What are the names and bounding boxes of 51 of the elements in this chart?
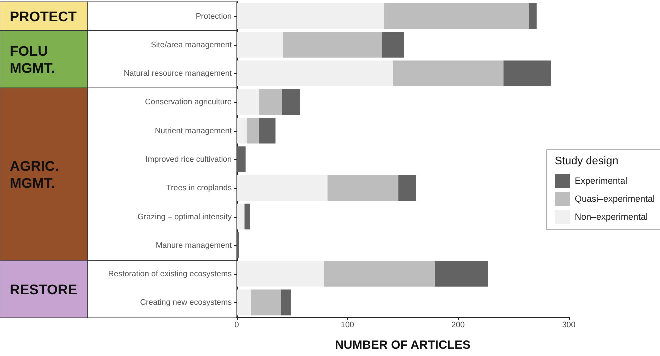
bar — [281, 290, 292, 316]
text: FOLU MGMT. — [10, 42, 56, 76]
bar — [237, 60, 394, 86]
bar — [237, 175, 328, 202]
bar — [259, 89, 282, 116]
bar — [237, 118, 247, 144]
bar — [435, 261, 488, 287]
legend-label: Non–experimental — [575, 212, 648, 222]
bar — [282, 89, 300, 116]
bar — [237, 146, 246, 172]
x-tick-label: 200 — [452, 320, 466, 330]
text: AGRIC. MGMT. — [10, 158, 59, 191]
bar — [529, 3, 537, 30]
bar — [246, 118, 260, 144]
y-tick-label: Restoration of existing ecosystems — [108, 270, 232, 279]
bar — [251, 290, 282, 316]
bar — [398, 175, 416, 202]
y-tick-label: Protection — [196, 12, 232, 21]
text: RESTORE — [10, 281, 78, 298]
y-tick-label: Improved rice cultivation — [146, 155, 232, 164]
bar — [237, 204, 245, 230]
bar — [283, 32, 382, 58]
bar — [504, 60, 552, 86]
bar — [382, 32, 404, 58]
y-tick-label: Conservation agriculture — [145, 98, 233, 107]
bar — [259, 118, 276, 144]
bar — [384, 3, 530, 30]
y-tick-label: Grazing – optimal intensity — [138, 212, 232, 222]
bar — [237, 3, 384, 30]
bar — [237, 89, 260, 116]
bar — [393, 60, 504, 86]
legend-title: Study design — [555, 156, 619, 168]
bar — [328, 175, 399, 202]
y-tick-label: Nutrient management — [155, 126, 233, 136]
legend-label: Experimental — [575, 176, 628, 186]
y-tick-label: Creating new ecosystems — [140, 298, 232, 308]
x-tick-label: 100 — [340, 320, 355, 330]
bar — [324, 261, 436, 287]
y-tick-label: Natural resource management — [124, 69, 233, 78]
bar — [237, 290, 252, 316]
bar — [237, 32, 284, 58]
bar — [244, 204, 250, 230]
x-tick-label: 0 — [234, 320, 240, 330]
y-tick-label: Site/area management — [151, 40, 233, 50]
x-tick-label: 300 — [562, 320, 576, 330]
x-axis-title: NUMBER OF ARTICLES — [335, 338, 471, 352]
text: PROTECT — [10, 8, 78, 24]
y-tick-label: Trees in croplands — [166, 184, 232, 193]
y-tick-label: Manure management — [156, 240, 233, 250]
legend-label: Quasi–experimental — [575, 194, 656, 204]
bar — [237, 261, 324, 287]
